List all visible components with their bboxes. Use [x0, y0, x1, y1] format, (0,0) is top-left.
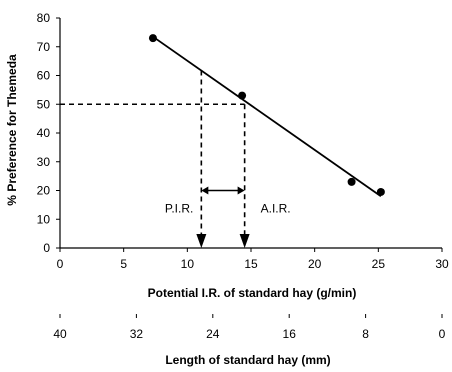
secondary-x-axis-ticks: 40 32 24 16 8 0 — [53, 314, 446, 341]
y-tick-label: 70 — [37, 40, 51, 54]
x-tick-label: 0 — [57, 257, 64, 271]
data-point — [238, 91, 247, 100]
x-tick-label: 10 — [181, 257, 195, 271]
secondary-x-axis-title: Length of standard hay (mm) — [165, 353, 330, 367]
secondary-x-tick-label: 40 — [53, 327, 67, 341]
secondary-x-tick-label: 8 — [362, 327, 369, 341]
air-arrowhead — [239, 234, 250, 248]
data-points — [148, 34, 385, 197]
secondary-x-tick-label: 16 — [283, 327, 297, 341]
fit-line — [152, 35, 382, 197]
plot-area — [59, 18, 442, 249]
y-tick-label: 0 — [43, 241, 50, 255]
x-axis-title: Potential I.R. of standard hay (g/min) — [148, 286, 357, 300]
y-tick-label: 50 — [37, 97, 51, 111]
y-tick-label: 20 — [37, 184, 51, 198]
pir-arrowhead — [196, 234, 207, 248]
y-tick-label: 10 — [37, 212, 51, 226]
x-tick-label: 30 — [435, 257, 449, 271]
data-point — [148, 34, 157, 43]
range-bracket-right-arrowhead — [237, 186, 245, 195]
data-point — [347, 177, 356, 186]
y-tick-label: 80 — [37, 11, 51, 25]
x-tick-label: 15 — [244, 257, 258, 271]
secondary-x-tick-label: 0 — [439, 327, 446, 341]
secondary-x-tick-label: 32 — [130, 327, 144, 341]
x-axis-ticks: 0 5 10 15 20 25 30 — [57, 248, 449, 271]
pir-label: P.I.R. — [165, 202, 193, 216]
y-axis-ticks: 0 10 20 30 40 50 60 70 80 — [37, 11, 60, 255]
x-tick-label: 25 — [372, 257, 386, 271]
secondary-x-tick-label: 24 — [206, 327, 220, 341]
y-tick-label: 40 — [37, 126, 51, 140]
y-axis-title: % Preference for Themeda — [5, 54, 19, 206]
x-tick-label: 5 — [120, 257, 127, 271]
air-label: A.I.R. — [261, 202, 291, 216]
x-tick-label: 20 — [308, 257, 322, 271]
y-tick-label: 30 — [37, 155, 51, 169]
data-point — [376, 187, 385, 196]
y-tick-label: 60 — [37, 69, 51, 83]
range-bracket-left-arrowhead — [201, 186, 209, 195]
reference-guides: P.I.R. A.I.R. — [60, 70, 291, 248]
